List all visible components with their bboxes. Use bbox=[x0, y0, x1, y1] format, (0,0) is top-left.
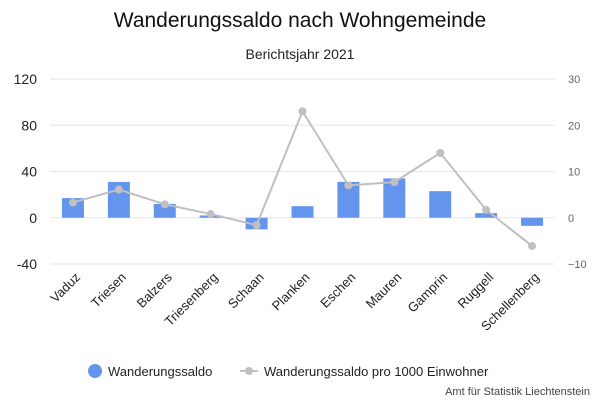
legend-label-line: Wanderungssaldo pro 1000 Einwohner bbox=[264, 364, 489, 379]
bar-mauren bbox=[383, 178, 406, 218]
bar-schellenberg bbox=[521, 217, 544, 226]
right-tick-label: 0 bbox=[568, 213, 574, 225]
x-tick-label: Mauren bbox=[363, 270, 405, 312]
line-point-triesen bbox=[114, 185, 123, 194]
left-tick-label: 40 bbox=[21, 164, 37, 180]
left-tick-label: 0 bbox=[29, 210, 37, 226]
line-point-gamprin bbox=[436, 149, 445, 157]
bar-ruggell bbox=[475, 213, 498, 218]
gridlines bbox=[50, 78, 555, 265]
legend-swatch-line-marker bbox=[245, 367, 253, 375]
right-axis-ticks: 30 20 10 0 −10 bbox=[568, 74, 587, 271]
line-point-schellenberg bbox=[528, 241, 537, 250]
line-point-ruggell bbox=[482, 205, 491, 214]
line-point-schaan bbox=[252, 221, 261, 230]
x-tick-label: Balzers bbox=[134, 269, 176, 311]
line-point-vaduz bbox=[68, 198, 77, 207]
line-point-eschen bbox=[344, 181, 353, 190]
line-point-mauren bbox=[390, 178, 399, 187]
line-path bbox=[72, 109, 533, 247]
right-tick-label: 20 bbox=[568, 120, 580, 132]
right-tick-label: 30 bbox=[568, 74, 580, 86]
line-point-triesenberg bbox=[206, 210, 215, 219]
x-tick-label: Vaduz bbox=[47, 270, 83, 306]
bar-eschen bbox=[337, 181, 360, 218]
legend-swatch-bar bbox=[88, 364, 102, 378]
chart-subtitle: Berichtsjahr 2021 bbox=[246, 46, 355, 62]
line-point-planken bbox=[298, 107, 307, 116]
x-tick-label: Ruggell bbox=[454, 269, 496, 311]
x-tick-label: Schaan bbox=[225, 270, 267, 312]
legend-label-bar: Wanderungssaldo bbox=[108, 364, 212, 379]
chart-title: Wanderungssaldo nach Wohngemeinde bbox=[114, 9, 486, 32]
legend: Wanderungssaldo Wanderungssaldo pro 1000… bbox=[88, 364, 489, 379]
right-tick-label: 10 bbox=[568, 167, 580, 179]
bar-vaduz bbox=[61, 198, 84, 218]
left-tick-label: 120 bbox=[14, 71, 38, 87]
x-tick-label: Gamprin bbox=[404, 270, 450, 316]
bar-planken bbox=[291, 206, 314, 218]
left-tick-label: 80 bbox=[21, 117, 37, 133]
line-series bbox=[68, 107, 537, 250]
line-point-balzers bbox=[160, 200, 169, 209]
left-tick-label: -40 bbox=[17, 256, 37, 272]
x-tick-label: Triesen bbox=[88, 270, 129, 311]
source-note: Amt für Statistik Liechtenstein bbox=[445, 386, 590, 398]
bar-series bbox=[61, 178, 544, 230]
right-tick-label: −10 bbox=[568, 259, 587, 271]
x-tick-label: Planken bbox=[269, 270, 313, 314]
x-tick-label: Eschen bbox=[317, 270, 358, 311]
bar-gamprin bbox=[429, 191, 452, 218]
bar-balzers bbox=[153, 203, 176, 218]
left-axis-ticks: 120 80 40 0 -40 bbox=[14, 71, 38, 272]
